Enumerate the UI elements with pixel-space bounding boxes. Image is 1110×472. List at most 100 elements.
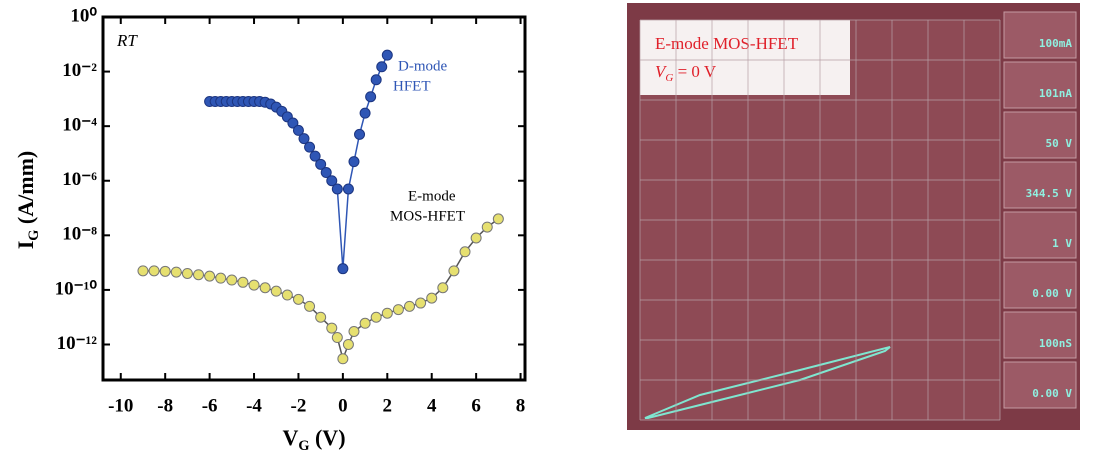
x-axis-label-sub: G xyxy=(298,438,309,454)
point xyxy=(331,183,343,195)
annotation: RT xyxy=(116,31,138,50)
point xyxy=(370,311,382,323)
x-tick-label: -6 xyxy=(202,395,218,416)
point xyxy=(315,311,327,323)
point xyxy=(459,246,471,258)
point xyxy=(492,213,504,225)
x-tick-label: -2 xyxy=(291,395,307,416)
point xyxy=(337,263,349,275)
point xyxy=(304,300,316,312)
x-axis-label-main: V xyxy=(282,425,298,450)
y-axis-label-main: I xyxy=(13,241,38,250)
point xyxy=(342,183,354,195)
readout-box xyxy=(1003,11,1077,59)
point xyxy=(348,156,360,168)
photo-caption: E-mode MOS-HFET xyxy=(655,34,799,53)
x-tick-label: 2 xyxy=(383,395,393,416)
point xyxy=(381,307,393,319)
point xyxy=(320,167,332,179)
point xyxy=(470,232,482,244)
point xyxy=(381,49,393,61)
y-tick-label: 10⁻¹⁰ xyxy=(55,278,98,299)
point xyxy=(204,270,216,282)
readout: 344.5 V xyxy=(1026,187,1073,200)
photo-vg: VG = 0 V xyxy=(655,62,717,84)
point xyxy=(326,322,338,334)
x-tick-label: 4 xyxy=(427,395,437,416)
point xyxy=(287,117,299,129)
x-tick-label: 8 xyxy=(516,395,526,416)
vg-rest: = 0 V xyxy=(673,62,717,81)
point xyxy=(481,221,493,233)
readout: 100mA xyxy=(1039,37,1072,50)
point xyxy=(370,74,382,86)
point xyxy=(315,158,327,170)
point xyxy=(359,107,371,119)
readout: 1 V xyxy=(1052,237,1072,250)
series-line xyxy=(209,54,388,269)
point xyxy=(292,293,304,305)
point xyxy=(137,265,149,277)
caption-box xyxy=(640,20,850,95)
annotation: D-mode xyxy=(398,58,447,74)
x-tick-label: 6 xyxy=(471,395,481,416)
point xyxy=(298,133,310,145)
y-axis-label-rest: (A/mm) xyxy=(13,151,38,230)
vg-sub: G xyxy=(665,72,673,84)
annotation: MOS-HFET xyxy=(390,208,465,224)
point xyxy=(270,285,282,297)
annotation: HFET xyxy=(393,78,431,94)
point xyxy=(415,297,427,309)
point xyxy=(248,279,260,291)
readout-box xyxy=(1003,311,1077,359)
readout-box xyxy=(1003,211,1077,259)
point xyxy=(348,325,360,337)
plot-frame xyxy=(101,15,527,382)
x-axis-label-rest: (V) xyxy=(309,425,345,450)
point xyxy=(392,304,404,316)
point xyxy=(309,150,321,162)
y-tick-label: 10⁻¹² xyxy=(57,333,98,354)
point xyxy=(148,265,160,277)
point xyxy=(226,274,238,286)
readout: 101nA xyxy=(1039,87,1072,100)
readout: 100nS xyxy=(1039,337,1072,350)
point xyxy=(426,292,438,304)
point xyxy=(170,266,182,278)
readout: 0.00 V xyxy=(1032,287,1072,300)
vg-main: V xyxy=(655,62,668,81)
y-axis-label: IG (A/mm) xyxy=(13,151,42,250)
y-tick-label: 10⁻⁴ xyxy=(62,115,97,136)
readout-box xyxy=(1003,61,1077,109)
point xyxy=(404,300,416,312)
point xyxy=(337,353,349,365)
point xyxy=(326,175,338,187)
x-tick-label: -10 xyxy=(108,395,133,416)
x-tick-label: -8 xyxy=(157,395,173,416)
point xyxy=(359,317,371,329)
point xyxy=(237,276,249,288)
point xyxy=(292,124,304,136)
point xyxy=(342,338,354,350)
trace xyxy=(644,346,891,419)
x-axis-label: VG (V) xyxy=(282,425,345,454)
y-tick-label: 10⁻² xyxy=(62,60,97,81)
readout-box xyxy=(1003,361,1077,409)
point xyxy=(281,289,293,301)
y-tick-label: 10⁰ xyxy=(70,5,97,26)
readout-box xyxy=(1003,111,1077,159)
point xyxy=(181,267,193,279)
point xyxy=(354,128,366,140)
y-tick-label: 10⁻⁸ xyxy=(62,224,97,245)
y-axis-label-sub: G xyxy=(26,230,42,241)
point xyxy=(193,269,205,281)
point xyxy=(304,141,316,153)
point xyxy=(159,265,171,277)
y-tick-label: 10⁻⁶ xyxy=(62,169,97,190)
annotation: E-mode xyxy=(408,188,456,204)
readout-box xyxy=(1003,161,1077,209)
point xyxy=(215,272,227,284)
readout: 50 V xyxy=(1046,137,1073,150)
